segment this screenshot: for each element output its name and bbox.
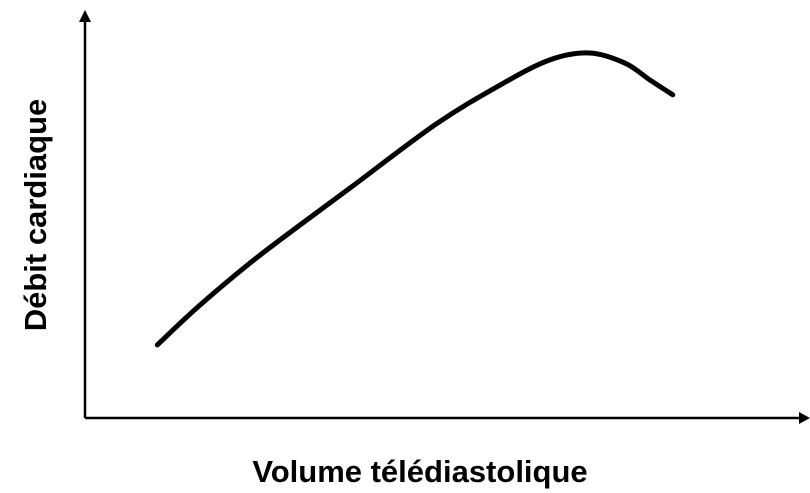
x-axis-arrow bbox=[799, 412, 810, 424]
y-axis-label: Débit cardiaque bbox=[18, 99, 53, 332]
x-axis-label: Volume télédiastolique bbox=[252, 454, 587, 489]
y-axis-arrow bbox=[79, 10, 91, 22]
curve bbox=[154, 50, 676, 348]
